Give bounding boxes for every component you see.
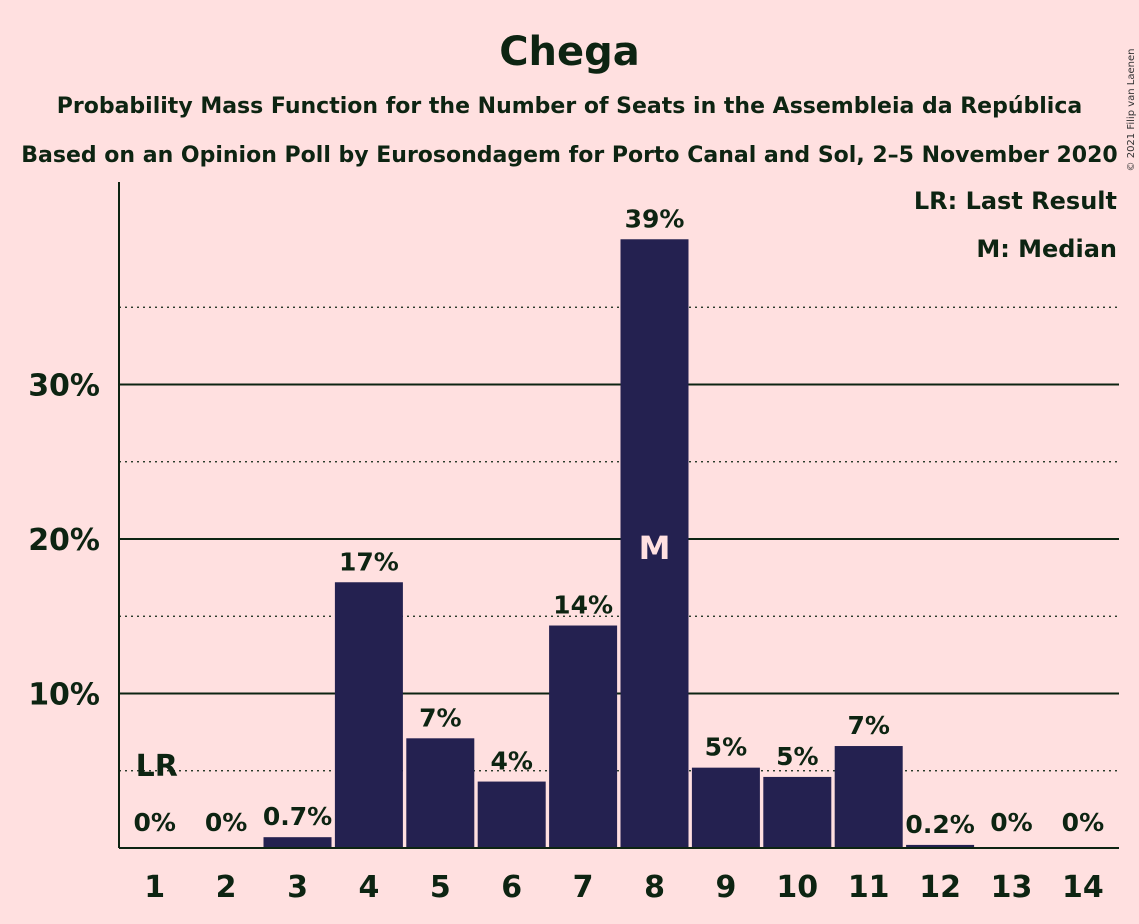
x-tick-label: 10 — [776, 870, 818, 905]
data-labels: 0% 0% 0.7% 17% 7% 4% 14% 39% 5% 5% 7% 0.2% 0% 0% M LR — [133, 204, 1104, 839]
x-tick-label: 14 — [1062, 870, 1104, 905]
copyright: © 2021 Filip van Laenen — [1126, 49, 1137, 172]
data-label: 14% — [553, 591, 613, 620]
y-tick-label: 30% — [28, 369, 100, 404]
chart-title: Chega — [499, 29, 640, 75]
bar — [263, 837, 332, 848]
bar — [620, 239, 689, 848]
x-tick-label: 5 — [430, 870, 451, 905]
data-label: 7% — [419, 703, 461, 732]
bar — [334, 582, 403, 848]
data-label: 0% — [990, 808, 1032, 837]
x-tick-label: 13 — [991, 870, 1033, 905]
x-tick-label: 11 — [848, 870, 890, 905]
bar — [906, 844, 975, 848]
data-label: 0% — [1062, 808, 1104, 837]
x-tick-label: 4 — [358, 870, 379, 905]
bar — [477, 781, 546, 848]
data-label: 5% — [776, 742, 818, 771]
data-label: 0.2% — [905, 810, 974, 839]
legend-last-result: LR: Last Result — [914, 187, 1117, 215]
median-marker: M — [639, 529, 671, 567]
x-tick-label: 2 — [216, 870, 237, 905]
last-result-marker: LR — [136, 749, 178, 784]
data-label: 17% — [339, 547, 399, 576]
data-label: 4% — [490, 747, 532, 776]
bar — [549, 625, 618, 848]
chart-subtitle-source: Based on an Opinion Poll by Eurosondagem… — [21, 143, 1117, 168]
axes: 10%20%30%1 2 3 4 5 6 7 8 9 10 11 12 13 14 — [28, 182, 1119, 905]
x-tick-label: 3 — [287, 870, 308, 905]
gridlines — [119, 306, 1119, 772]
x-tick-label: 1 — [144, 870, 165, 905]
data-label: 39% — [625, 204, 685, 233]
data-label: 0% — [133, 808, 175, 837]
bar — [834, 746, 903, 848]
x-tick-label: 8 — [644, 870, 665, 905]
x-tick-label: 12 — [919, 870, 961, 905]
chart-subtitle: Probability Mass Function for the Number… — [57, 94, 1082, 119]
legend-median: M: Median — [976, 235, 1117, 263]
y-tick-label: 20% — [28, 523, 100, 558]
data-label: 7% — [847, 711, 889, 740]
bars — [263, 239, 975, 848]
data-label: 5% — [705, 733, 747, 762]
bar — [691, 767, 760, 848]
x-tick-label: 7 — [573, 870, 594, 905]
bar — [763, 776, 832, 848]
x-tick-label: 6 — [501, 870, 522, 905]
x-tick-label: 9 — [715, 870, 736, 905]
bar — [406, 738, 475, 848]
data-label: 0% — [205, 808, 247, 837]
data-label: 0.7% — [263, 802, 332, 831]
y-tick-label: 10% — [28, 678, 100, 713]
